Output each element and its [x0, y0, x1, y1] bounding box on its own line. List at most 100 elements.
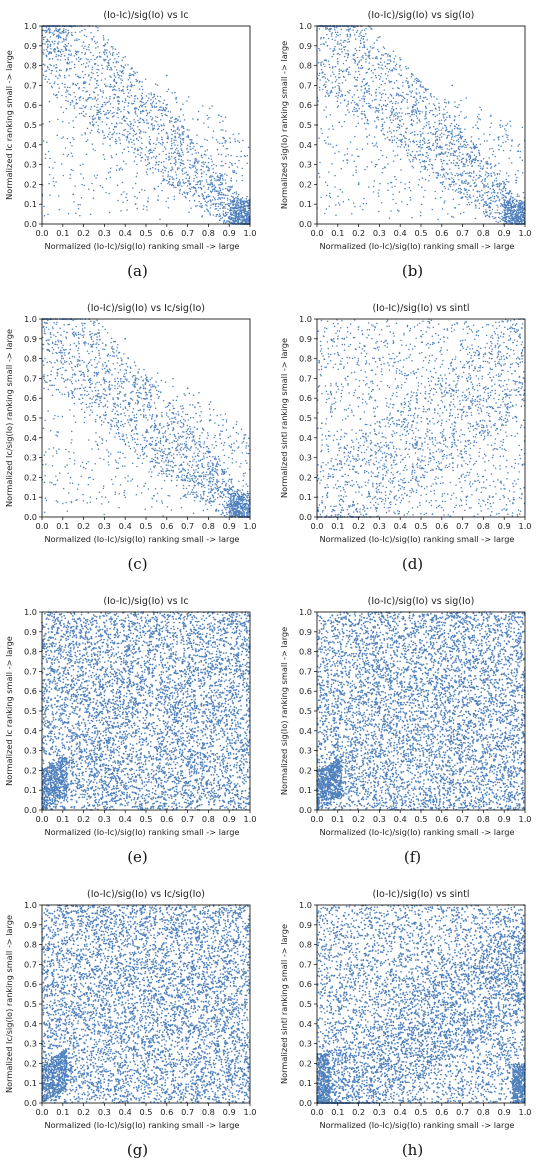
x-tick-label: 1.0	[518, 228, 531, 238]
x-tick-label: 0.2	[352, 814, 365, 824]
y-tick-label: 0.6	[299, 100, 312, 110]
data-point	[134, 203, 137, 206]
x-tick-label: 0.8	[202, 521, 215, 531]
data-point	[103, 789, 106, 792]
plot-title: (Io-Ic)/sig(Io) vs Ic/sig(Io)	[87, 889, 205, 900]
y-tick-label: 0.0	[299, 805, 312, 815]
x-tick-label: 1.0	[518, 814, 531, 824]
y-tick-label: 1.0	[24, 607, 37, 617]
data-point	[86, 98, 89, 101]
y-tick-label: 0.2	[299, 1058, 312, 1068]
data-point	[420, 626, 422, 629]
data-point	[503, 496, 506, 499]
data-point	[388, 54, 391, 57]
y-tick-label: 0.1	[299, 492, 312, 502]
x-tick-label: 0.3	[98, 1107, 111, 1117]
x-tick-label: 0.0	[35, 1107, 48, 1117]
x-tick-label: 0.9	[498, 228, 511, 238]
y-axis-label: Normalized sintl ranking small -> large	[279, 924, 289, 1084]
x-tick-label: 0.1	[56, 521, 69, 531]
x-tick-label: 0.1	[331, 521, 344, 531]
y-tick-label: 0.2	[24, 179, 37, 189]
y-tick-label: 0.2	[299, 765, 312, 775]
data-point	[165, 74, 168, 77]
data-point	[217, 979, 220, 982]
y-tick-label: 0.1	[299, 199, 312, 209]
data-point	[451, 84, 454, 87]
x-tick-label: 0.3	[98, 814, 111, 824]
x-tick-label: 0.4	[394, 521, 407, 531]
y-tick-label: 0.7	[299, 666, 312, 676]
data-point	[93, 749, 95, 752]
x-tick-label: 0.7	[456, 521, 469, 531]
x-tick-label: 0.9	[223, 814, 236, 824]
data-points	[326, 617, 516, 801]
y-tick-label: 0.1	[24, 199, 37, 209]
point-cloud	[316, 904, 526, 1104]
data-point	[322, 1092, 325, 1094]
x-tick-label: 0.7	[181, 228, 194, 238]
scatter-panel-3: (Io-Ic)/sig(Io) vs Ic/sig(Io) 0.0 0.1 0.2 0.…	[0, 293, 275, 586]
data-point	[472, 739, 474, 742]
data-point	[378, 357, 381, 360]
data-point	[113, 670, 116, 673]
data-point	[488, 197, 491, 200]
data-point	[515, 217, 518, 219]
data-point	[134, 1007, 137, 1009]
y-tick-label: 0.5	[299, 706, 312, 716]
y-tick-label: 0.9	[299, 627, 312, 637]
data-point	[399, 120, 402, 122]
data-point	[368, 90, 370, 93]
data-point	[149, 442, 152, 445]
data-point	[457, 377, 460, 380]
y-tick-label: 0.8	[24, 940, 37, 950]
x-tick-label: 0.4	[119, 814, 132, 824]
y-axis-label: Normalized Ic/sig(Io) ranking small -> l…	[4, 915, 14, 1093]
y-tick-label: 0.8	[299, 647, 312, 657]
y-tick-label: 1.0	[299, 607, 312, 617]
data-point	[347, 923, 350, 926]
data-point	[234, 215, 237, 217]
x-tick-label: 0.6	[160, 521, 173, 531]
data-point	[442, 159, 445, 162]
data-point	[513, 328, 516, 330]
scatter-plot-svg: (Io-Ic)/sig(Io) vs sig(Io) 0.0 0.1 0.2 0.3 0.…	[279, 10, 532, 251]
x-tick-label: 0.7	[181, 814, 194, 824]
data-point	[407, 405, 410, 408]
data-point	[140, 147, 143, 150]
panel-caption: (f)	[275, 848, 550, 866]
panel-caption: (g)	[0, 1141, 275, 1159]
y-tick-label: 0.6	[24, 686, 37, 696]
y-tick-label: 0.5	[299, 413, 312, 423]
plot-title: (Io-Ic)/sig(Io) vs sig(Io)	[368, 10, 475, 21]
x-tick-label: 0.2	[77, 521, 90, 531]
data-point	[503, 209, 506, 212]
x-tick-label: 0.6	[160, 1107, 173, 1117]
x-tick-label: 0.6	[435, 1107, 448, 1117]
data-point	[180, 470, 183, 473]
point-cloud	[41, 318, 251, 518]
y-tick-label: 0.7	[299, 80, 312, 90]
data-point	[165, 456, 168, 459]
data-point	[51, 1086, 54, 1089]
y-axis-label: Normalized Ic ranking small -> large	[4, 636, 14, 786]
x-tick-label: 0.1	[56, 228, 69, 238]
data-point	[357, 446, 360, 449]
point-cloud	[41, 611, 251, 811]
x-tick-label: 0.3	[373, 814, 386, 824]
y-axis-label: Normalized sig(Io) ranking small -> larg…	[279, 41, 289, 209]
data-point	[378, 1026, 381, 1029]
x-tick-label: 1.0	[243, 1107, 256, 1117]
x-tick-label: 0.1	[56, 1107, 69, 1117]
y-tick-label: 0.8	[24, 647, 37, 657]
x-tick-label: 0.9	[498, 814, 511, 824]
data-point	[211, 494, 214, 497]
data-point	[209, 199, 212, 202]
scatter-panel-1: (Io-Ic)/sig(Io) vs Ic 0.0 0.1 0.2 0.3 0.4 0.5 0…	[0, 0, 275, 293]
data-point	[242, 219, 245, 221]
data-point	[474, 185, 476, 188]
x-tick-label: 0.6	[435, 521, 448, 531]
x-tick-label: 0.4	[119, 1107, 132, 1117]
y-tick-label: 0.1	[24, 1078, 37, 1088]
data-point	[336, 700, 339, 702]
